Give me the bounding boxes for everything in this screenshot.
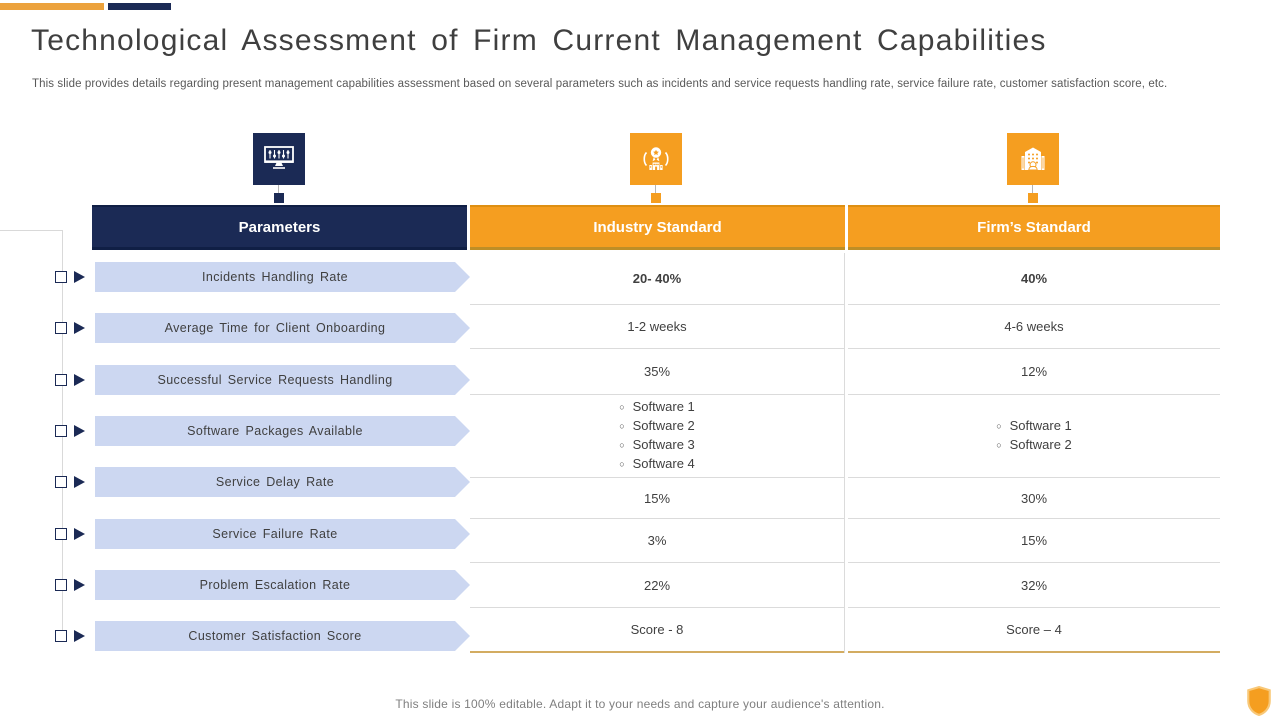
checkbox-marker	[55, 528, 67, 540]
list-item: ○ Software 3	[619, 436, 695, 455]
list-item: ○ Software 2	[996, 436, 1072, 455]
shield-logo-icon	[1246, 685, 1272, 717]
table-cell: 3%	[470, 519, 844, 563]
parameter-banner: Problem Escalation Rate	[95, 570, 470, 600]
table-cell: 1-2 weeks	[470, 305, 844, 349]
triangle-bullet-icon	[74, 528, 85, 540]
triangle-bullet-icon	[74, 271, 85, 283]
checkbox-marker	[55, 322, 67, 334]
connector-line-horizontal	[0, 230, 62, 231]
table-cell: ○ Software 1 ○ Software 2 ○ Software 3 ○ Sof…	[470, 395, 844, 478]
software-list: ○ Software 1 ○ Software 2	[996, 417, 1072, 455]
parameter-row: Successful Service Requests Handling	[0, 365, 470, 395]
circle-bullet-icon: ○	[619, 459, 625, 469]
triangle-bullet-icon	[74, 630, 85, 642]
building-person-icon	[1007, 133, 1059, 185]
software-label: Software 1	[632, 399, 695, 414]
table-cell: 40%	[848, 253, 1220, 305]
circle-bullet-icon: ○	[996, 421, 1002, 431]
checkbox-marker	[55, 630, 67, 642]
parameter-row: Problem Escalation Rate	[0, 570, 470, 600]
icon-connector-line	[1032, 185, 1033, 194]
software-label: Software 4	[632, 456, 695, 471]
triangle-bullet-icon	[74, 322, 85, 334]
firms-standard-column: 40% 4-6 weeks 12% ○ Software 1 ○ Software …	[848, 253, 1220, 653]
parameter-row: Service Delay Rate	[0, 467, 470, 497]
triangle-bullet-icon	[74, 476, 85, 488]
parameter-banner: Successful Service Requests Handling	[95, 365, 470, 395]
list-item: ○ Software 4	[619, 455, 695, 474]
icon-connector-square	[274, 193, 284, 203]
table-cell: 15%	[848, 519, 1220, 563]
industry-standard-column: 20- 40% 1-2 weeks 35% ○ Software 1 ○ Softw…	[470, 253, 845, 653]
checkbox-marker	[55, 271, 67, 283]
accent-bar-orange	[0, 3, 104, 10]
parameter-row: Software Packages Available	[0, 416, 470, 446]
table-cell: Score – 4	[848, 608, 1220, 653]
table-cell: 4-6 weeks	[848, 305, 1220, 349]
parameter-row: Incidents Handling Rate	[0, 262, 470, 292]
table-cell: 22%	[470, 563, 844, 608]
triangle-bullet-icon	[74, 579, 85, 591]
parameter-banner: Incidents Handling Rate	[95, 262, 470, 292]
column-header-parameters: Parameters	[92, 205, 467, 250]
icon-connector-line	[655, 185, 656, 194]
parameter-row: Average Time for Client Onboarding	[0, 313, 470, 343]
checkbox-marker	[55, 476, 67, 488]
checkbox-marker	[55, 374, 67, 386]
table-cell: ○ Software 1 ○ Software 2	[848, 395, 1220, 478]
software-label: Software 1	[1009, 418, 1072, 433]
icon-connector-square	[1028, 193, 1038, 203]
circle-bullet-icon: ○	[996, 440, 1002, 450]
circle-bullet-icon: ○	[619, 402, 625, 412]
table-cell: 12%	[848, 349, 1220, 395]
triangle-bullet-icon	[74, 374, 85, 386]
parameter-banner: Service Delay Rate	[95, 467, 470, 497]
triangle-bullet-icon	[74, 425, 85, 437]
award-building-icon	[630, 133, 682, 185]
column-header-firms-standard: Firm’s Standard	[848, 205, 1220, 250]
parameter-row: Service Failure Rate	[0, 519, 470, 549]
monitor-sliders-icon	[253, 133, 305, 185]
column-header-industry-standard: Industry Standard	[470, 205, 845, 250]
table-cell: Score - 8	[470, 608, 844, 653]
parameter-row: Customer Satisfaction Score	[0, 621, 470, 651]
page-title: Technological Assessment of Firm Current…	[31, 24, 1047, 57]
table-cell: 35%	[470, 349, 844, 395]
table-cell: 30%	[848, 478, 1220, 519]
list-item: ○ Software 1	[996, 417, 1072, 436]
parameter-banner: Average Time for Client Onboarding	[95, 313, 470, 343]
accent-bar-navy	[108, 3, 171, 10]
parameter-banner: Service Failure Rate	[95, 519, 470, 549]
checkbox-marker	[55, 579, 67, 591]
software-list: ○ Software 1 ○ Software 2 ○ Software 3 ○ Sof…	[619, 398, 695, 474]
parameter-banner: Customer Satisfaction Score	[95, 621, 470, 651]
table-cell: 20- 40%	[470, 253, 844, 305]
icon-connector-square	[651, 193, 661, 203]
circle-bullet-icon: ○	[619, 421, 625, 431]
software-label: Software 2	[632, 418, 695, 433]
list-item: ○ Software 2	[619, 417, 695, 436]
software-label: Software 3	[632, 437, 695, 452]
table-cell: 32%	[848, 563, 1220, 608]
icon-connector-line	[278, 185, 279, 194]
parameter-banner: Software Packages Available	[95, 416, 470, 446]
list-item: ○ Software 1	[619, 398, 695, 417]
software-label: Software 2	[1009, 437, 1072, 452]
table-cell: 15%	[470, 478, 844, 519]
checkbox-marker	[55, 425, 67, 437]
circle-bullet-icon: ○	[619, 440, 625, 450]
subtitle: This slide provides details regarding pr…	[32, 78, 1168, 90]
footer-note: This slide is 100% editable. Adapt it to…	[395, 697, 885, 711]
